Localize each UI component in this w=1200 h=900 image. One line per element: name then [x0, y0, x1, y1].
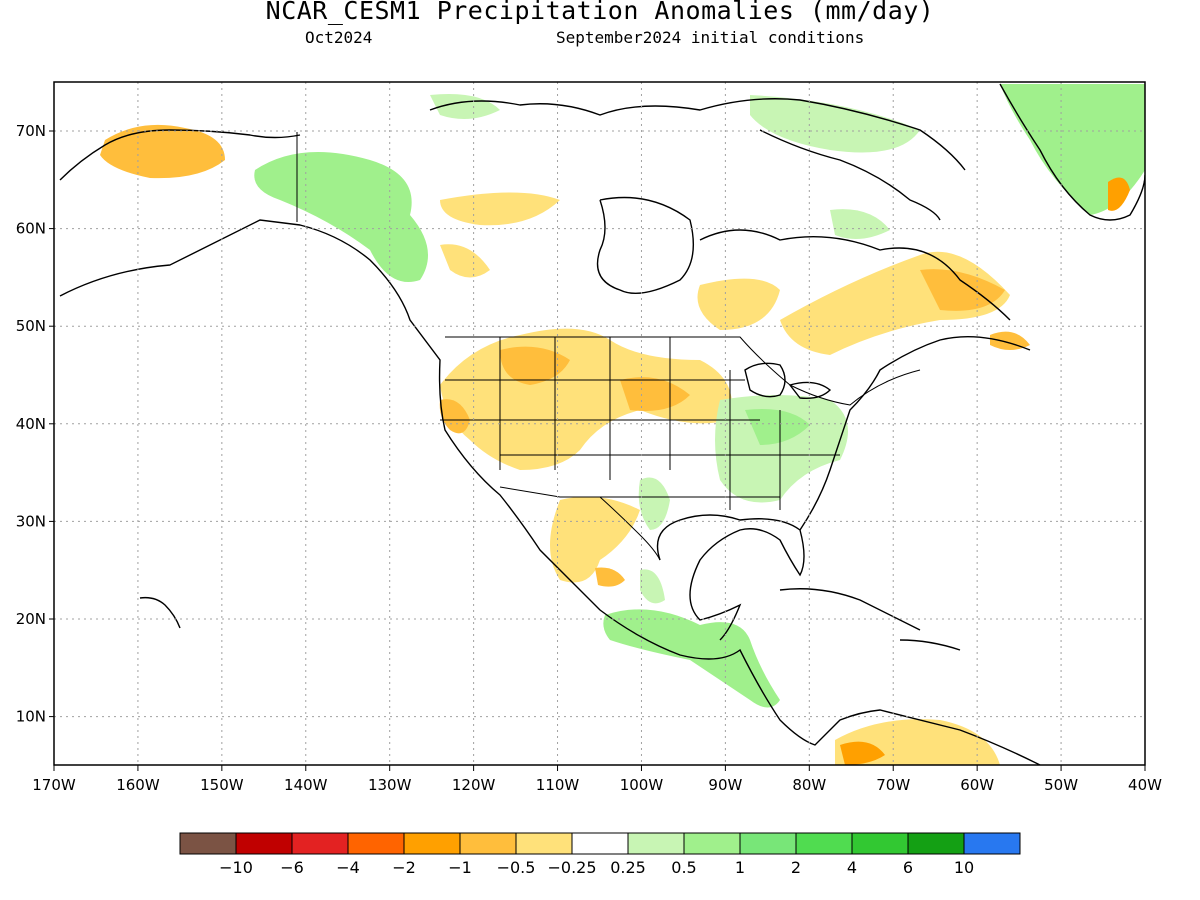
axes: 170W 160W 150W 140W 130W 120W 110W 100W 90W 80W 70… [16, 122, 1162, 794]
lat-label: 50N [16, 317, 46, 335]
coast-greatlakes [744, 362, 832, 400]
colorbar-label: −1 [448, 858, 472, 877]
lat-label: 60N [16, 220, 46, 238]
lon-label: 160W [116, 776, 160, 794]
lon-label: 90W [708, 776, 742, 794]
anomaly-alaska-dry [100, 124, 225, 179]
colorbar-swatch [851, 832, 909, 855]
coast-north-america [59, 219, 1041, 765]
border-us-canada [445, 336, 921, 406]
anomaly-colombia-dry [840, 741, 885, 765]
anomaly-ohio-wet [745, 409, 810, 445]
forecast-month: Oct2024 [305, 28, 373, 47]
anomaly-plains-dry [620, 377, 690, 411]
anomaly-mexico-wet [640, 569, 665, 604]
lon-label: 60W [960, 776, 994, 794]
colorbar-swatch [459, 832, 517, 855]
colorbar-swatch [795, 832, 853, 855]
lon-label: 70W [876, 776, 910, 794]
colorbar-label: 2 [791, 858, 801, 877]
lon-label: 50W [1044, 776, 1078, 794]
colorbar-label: 6 [903, 858, 913, 877]
colorbar-swatch [235, 832, 293, 855]
coast-baffin [759, 129, 941, 221]
anomaly-rockies-dry [500, 346, 570, 385]
colorbar-swatch [347, 832, 405, 855]
coast-hudson [596, 196, 695, 295]
lon-label: 150W [200, 776, 244, 794]
anomaly-texas-dry [550, 496, 640, 583]
anomaly-midwest-wet [715, 395, 848, 503]
lon-label: 170W [32, 776, 76, 794]
lon-label: 110W [536, 776, 580, 794]
colorbar-swatch [683, 832, 741, 855]
lat-label: 10N [16, 708, 46, 726]
colorbar-swatch [963, 832, 1021, 855]
colorbar-swatch [739, 832, 797, 855]
lon-label: 130W [368, 776, 412, 794]
colorbar-label: 1 [735, 858, 745, 877]
colorbar-swatch [515, 832, 573, 855]
coast-caribbean [779, 588, 961, 651]
colorbar-label: 0.5 [671, 858, 696, 877]
anomaly-hudson-dry [440, 192, 560, 226]
anomaly-greenland-dry [1108, 177, 1130, 211]
anomaly-arctic-wet [750, 95, 920, 153]
initial-conditions-label: September2024 initial conditions [556, 28, 865, 47]
border-states-1 [499, 337, 781, 510]
political-borders [296, 132, 921, 561]
lat-label: 40N [16, 415, 46, 433]
anomaly-mexico-dry [595, 567, 625, 587]
border-states-2 [440, 379, 840, 498]
anomaly-central-america-wet [603, 609, 780, 708]
anomaly-gulf-wet [638, 477, 670, 530]
colorbar-swatch [627, 832, 685, 855]
colorbar-label: −2 [392, 858, 416, 877]
colorbar-label: −0.5 [497, 858, 536, 877]
colorbar-label: −4 [336, 858, 360, 877]
colorbar-swatch [179, 832, 237, 855]
anomaly-north-wet [430, 94, 500, 119]
anomaly-yukon-wet [254, 152, 428, 282]
colorbar-swatch [403, 832, 461, 855]
colorbar-label: −10 [219, 858, 253, 877]
anomaly-ontario-dry [697, 278, 780, 330]
map-title: NCAR_CESM1 Precipitation Anomalies (mm/d… [265, 0, 935, 25]
coastlines [59, 83, 1145, 765]
lon-label: 80W [792, 776, 826, 794]
colorbar-label: 0.25 [610, 858, 646, 877]
colorbar-label: −6 [280, 858, 304, 877]
colorbar-label: 4 [847, 858, 857, 877]
coast-hawaii [139, 596, 181, 629]
colorbar-swatch [291, 832, 349, 855]
anomaly-quebec-wet [830, 209, 890, 239]
coast-alaska [59, 129, 301, 181]
coast-east [799, 336, 1031, 531]
lat-label: 30N [16, 512, 46, 530]
anomaly-west-dry [440, 328, 732, 470]
anomaly-newfoundland-dry [990, 331, 1030, 350]
coast-labrador [699, 229, 1011, 321]
anomaly-labrador-dry [920, 269, 1005, 311]
lon-label: 40W [1128, 776, 1162, 794]
colorbar-label: 10 [954, 858, 974, 877]
colorbar-label: −0.25 [547, 858, 596, 877]
lon-label: 120W [452, 776, 496, 794]
anomaly-shading [100, 84, 1145, 765]
anomaly-california-dry [439, 399, 470, 434]
anomaly-prairie-dry [440, 244, 490, 278]
colorbar: −10 −6 −4 −2 −1 −0.5 −0.25 0.25 0.5 1 2 4 6 10 [179, 832, 1021, 877]
coast-arctic-islands [429, 98, 966, 171]
border-us-mexico [499, 486, 661, 561]
coast-gulf [656, 514, 805, 641]
colorbar-swatch [907, 832, 965, 855]
lon-label: 140W [284, 776, 328, 794]
colorbar-swatch [571, 832, 629, 855]
lat-label: 20N [16, 610, 46, 628]
lon-label: 100W [620, 776, 664, 794]
lat-label: 70N [16, 122, 46, 140]
grid-lines [54, 82, 1145, 765]
